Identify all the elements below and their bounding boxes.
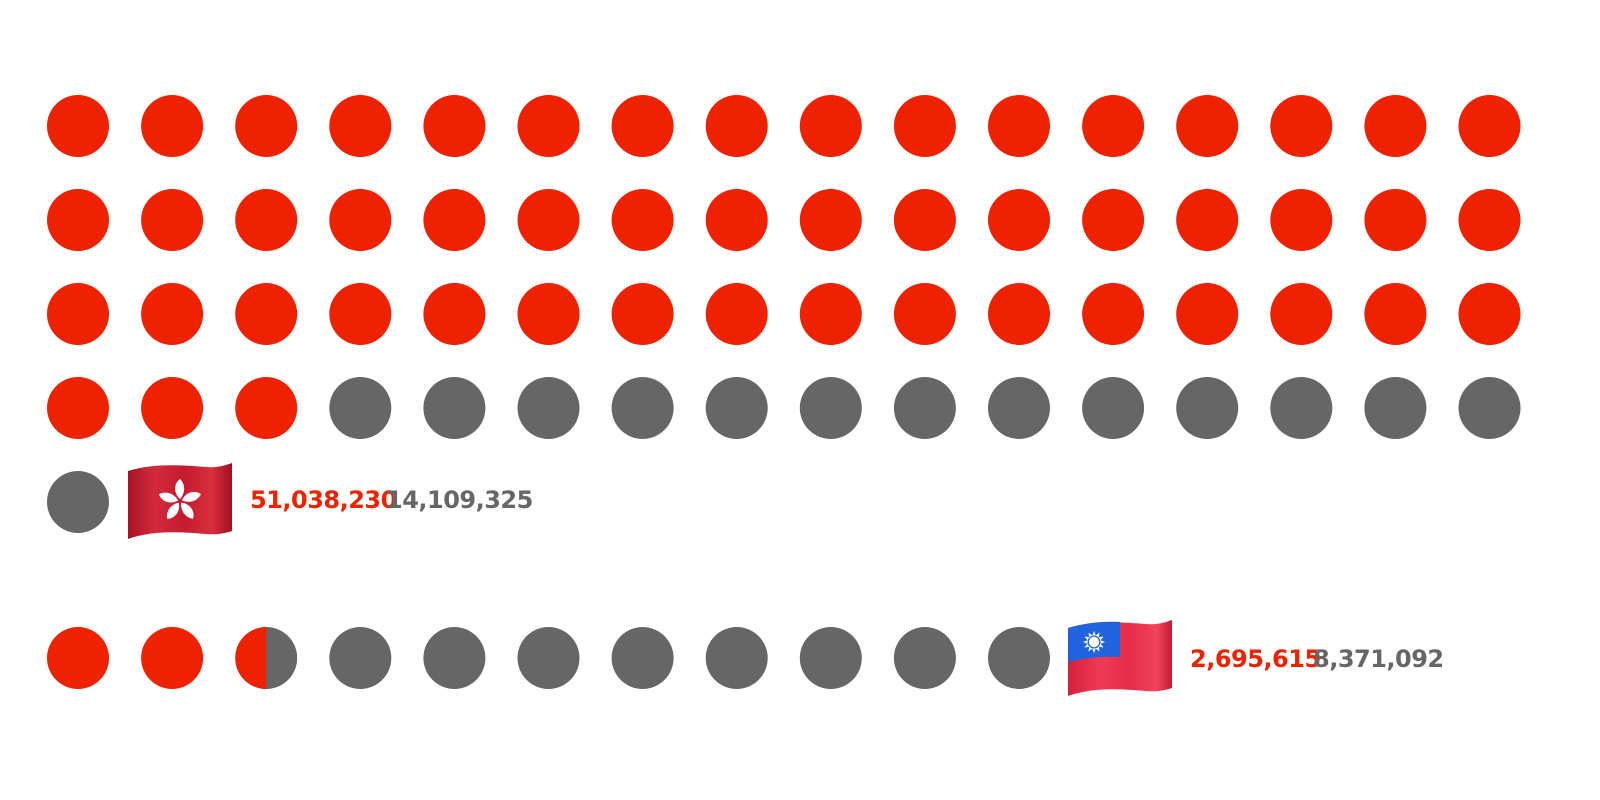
waffle-dot (141, 283, 204, 345)
waffle-dot (329, 189, 392, 251)
waffle-dot (1176, 95, 1239, 157)
taiwan-dot-grid (47, 627, 1050, 689)
waffle-dot (47, 95, 109, 157)
waffle-dot (517, 283, 580, 345)
waffle-dot (893, 95, 956, 157)
waffle-dot (517, 627, 580, 689)
waffle-dot (988, 377, 1050, 439)
waffle-dot (799, 283, 862, 345)
waffle-dot (1176, 283, 1239, 345)
hong-kong-primary-value: 51,038,230 (250, 486, 397, 514)
waffle-dot (1082, 377, 1145, 439)
waffle-dot (799, 377, 862, 439)
waffle-dot (1458, 95, 1521, 157)
waffle-dot (705, 377, 768, 439)
waffle-dot (1364, 377, 1427, 439)
waffle-dot (705, 283, 768, 345)
waffle-dot (235, 189, 298, 251)
waffle-dot (893, 377, 956, 439)
waffle-dot (423, 189, 486, 251)
waffle-dot (1270, 189, 1333, 251)
waffle-dot (799, 627, 862, 689)
hong-kong-dot-grid (47, 95, 1521, 533)
waffle-dot (611, 283, 674, 345)
waffle-dot (1364, 95, 1427, 157)
waffle-dot (988, 95, 1050, 157)
waffle-dot (423, 95, 486, 157)
waffle-dot (329, 377, 392, 439)
waffle-dot (893, 283, 956, 345)
waffle-dot (517, 95, 580, 157)
waffle-dot (988, 627, 1050, 689)
waffle-dot (47, 377, 109, 439)
waffle-dot (988, 189, 1050, 251)
waffle-dot (1082, 95, 1145, 157)
waffle-dot (47, 627, 109, 689)
hong-kong-secondary-value: 14,109,325 (386, 486, 533, 514)
waffle-dot (1364, 283, 1427, 345)
waffle-dot (47, 283, 109, 345)
waffle-dot (1270, 377, 1333, 439)
waffle-dot (235, 283, 298, 345)
waffle-dot (235, 627, 298, 689)
waffle-dot (329, 627, 392, 689)
waffle-dot (1458, 377, 1521, 439)
waffle-dot (423, 377, 486, 439)
waffle-dot (1176, 377, 1239, 439)
taiwan-primary-value: 2,695,615 (1190, 645, 1321, 673)
waffle-dot (141, 95, 204, 157)
waffle-dot (1364, 189, 1427, 251)
waffle-dot (517, 189, 580, 251)
waffle-dot (141, 627, 204, 689)
waffle-dot (47, 471, 109, 533)
waffle-dot (1270, 283, 1333, 345)
waffle-dot (705, 627, 768, 689)
waffle-dot (799, 189, 862, 251)
waffle-dot (611, 377, 674, 439)
waffle-dot (423, 283, 486, 345)
waffle-dot (988, 283, 1050, 345)
waffle-dot (1176, 189, 1239, 251)
waffle-dot (517, 377, 580, 439)
waffle-dot (1270, 95, 1333, 157)
waffle-dot (423, 627, 486, 689)
waffle-dot (799, 95, 862, 157)
waffle-dot (893, 627, 956, 689)
waffle-dot (141, 189, 204, 251)
taiwan-secondary-value: 8,371,092 (1313, 645, 1444, 673)
waffle-dot (1458, 189, 1521, 251)
hong-kong-flag-icon (128, 463, 232, 539)
waffle-dot (47, 189, 109, 251)
waffle-dot (329, 283, 392, 345)
waffle-dot (611, 95, 674, 157)
waffle-dot (235, 95, 298, 157)
waffle-dot (1458, 283, 1521, 345)
waffle-dot (1082, 189, 1145, 251)
waffle-dot (611, 189, 674, 251)
waffle-dot (705, 189, 768, 251)
waffle-dot (893, 189, 956, 251)
taiwan-flag-icon (1068, 620, 1172, 696)
waffle-dot (611, 627, 674, 689)
waffle-dot (235, 377, 298, 439)
waffle-dot (1082, 283, 1145, 345)
waffle-dot (705, 95, 768, 157)
waffle-dot (329, 95, 392, 157)
waffle-dot (141, 377, 204, 439)
